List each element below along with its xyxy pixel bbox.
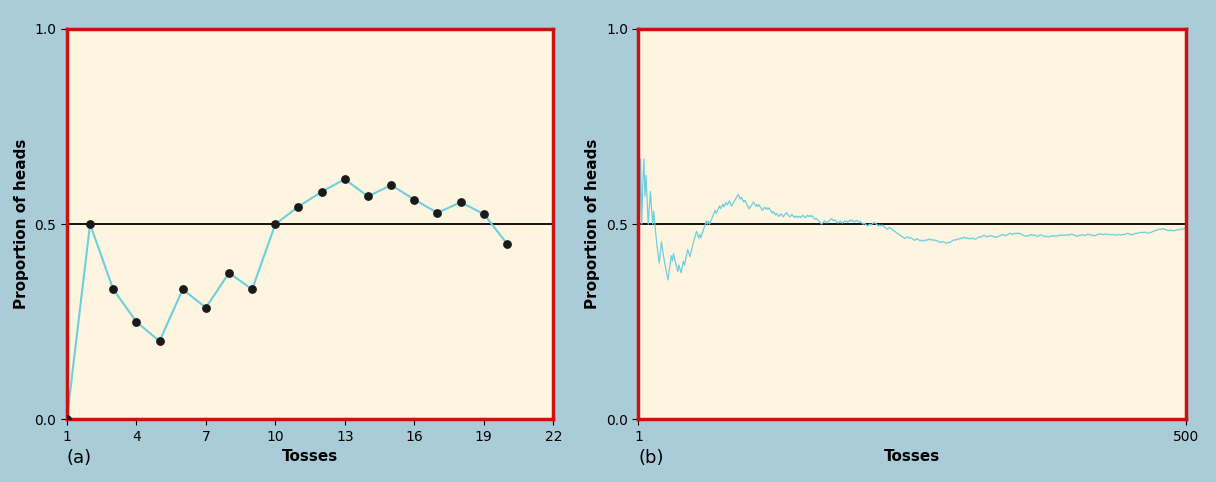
Point <box>474 210 494 218</box>
Point <box>313 188 332 196</box>
Point <box>173 285 192 293</box>
Point <box>451 199 471 206</box>
Point <box>103 285 123 293</box>
Text: (a): (a) <box>67 449 92 467</box>
Point <box>242 285 261 293</box>
Point <box>126 318 146 326</box>
Point <box>57 415 77 423</box>
Point <box>80 220 100 228</box>
Point <box>382 181 401 189</box>
Y-axis label: Proportion of heads: Proportion of heads <box>585 139 601 309</box>
Point <box>219 269 238 277</box>
Point <box>150 337 169 345</box>
Text: (b): (b) <box>638 449 664 467</box>
X-axis label: Tosses: Tosses <box>884 449 940 464</box>
Point <box>336 175 355 183</box>
Point <box>497 240 517 248</box>
Point <box>288 203 308 211</box>
X-axis label: Tosses: Tosses <box>282 449 338 464</box>
Point <box>196 304 215 311</box>
Point <box>405 196 424 203</box>
Point <box>428 209 447 217</box>
Y-axis label: Proportion of heads: Proportion of heads <box>13 139 29 309</box>
Point <box>265 220 285 228</box>
Point <box>359 192 378 200</box>
